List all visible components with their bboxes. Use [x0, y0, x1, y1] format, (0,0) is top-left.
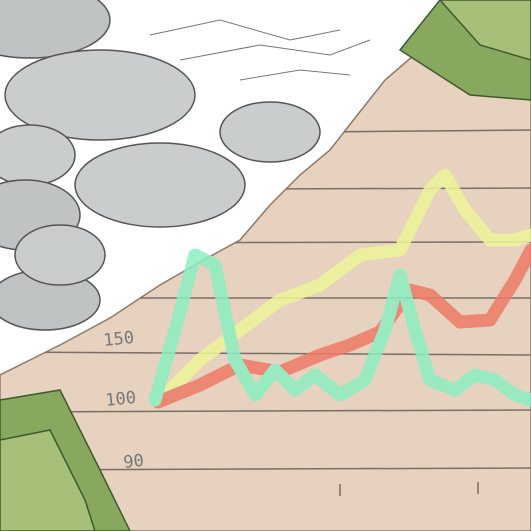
chart-paper [0, 29, 531, 531]
axis-label: 100 [104, 388, 137, 411]
coins [0, 0, 321, 331]
axis-label: 150 [102, 328, 135, 351]
graph-lines [148, 168, 531, 409]
sketch-strokes [149, 19, 371, 81]
axis-label: 90 [122, 451, 144, 473]
